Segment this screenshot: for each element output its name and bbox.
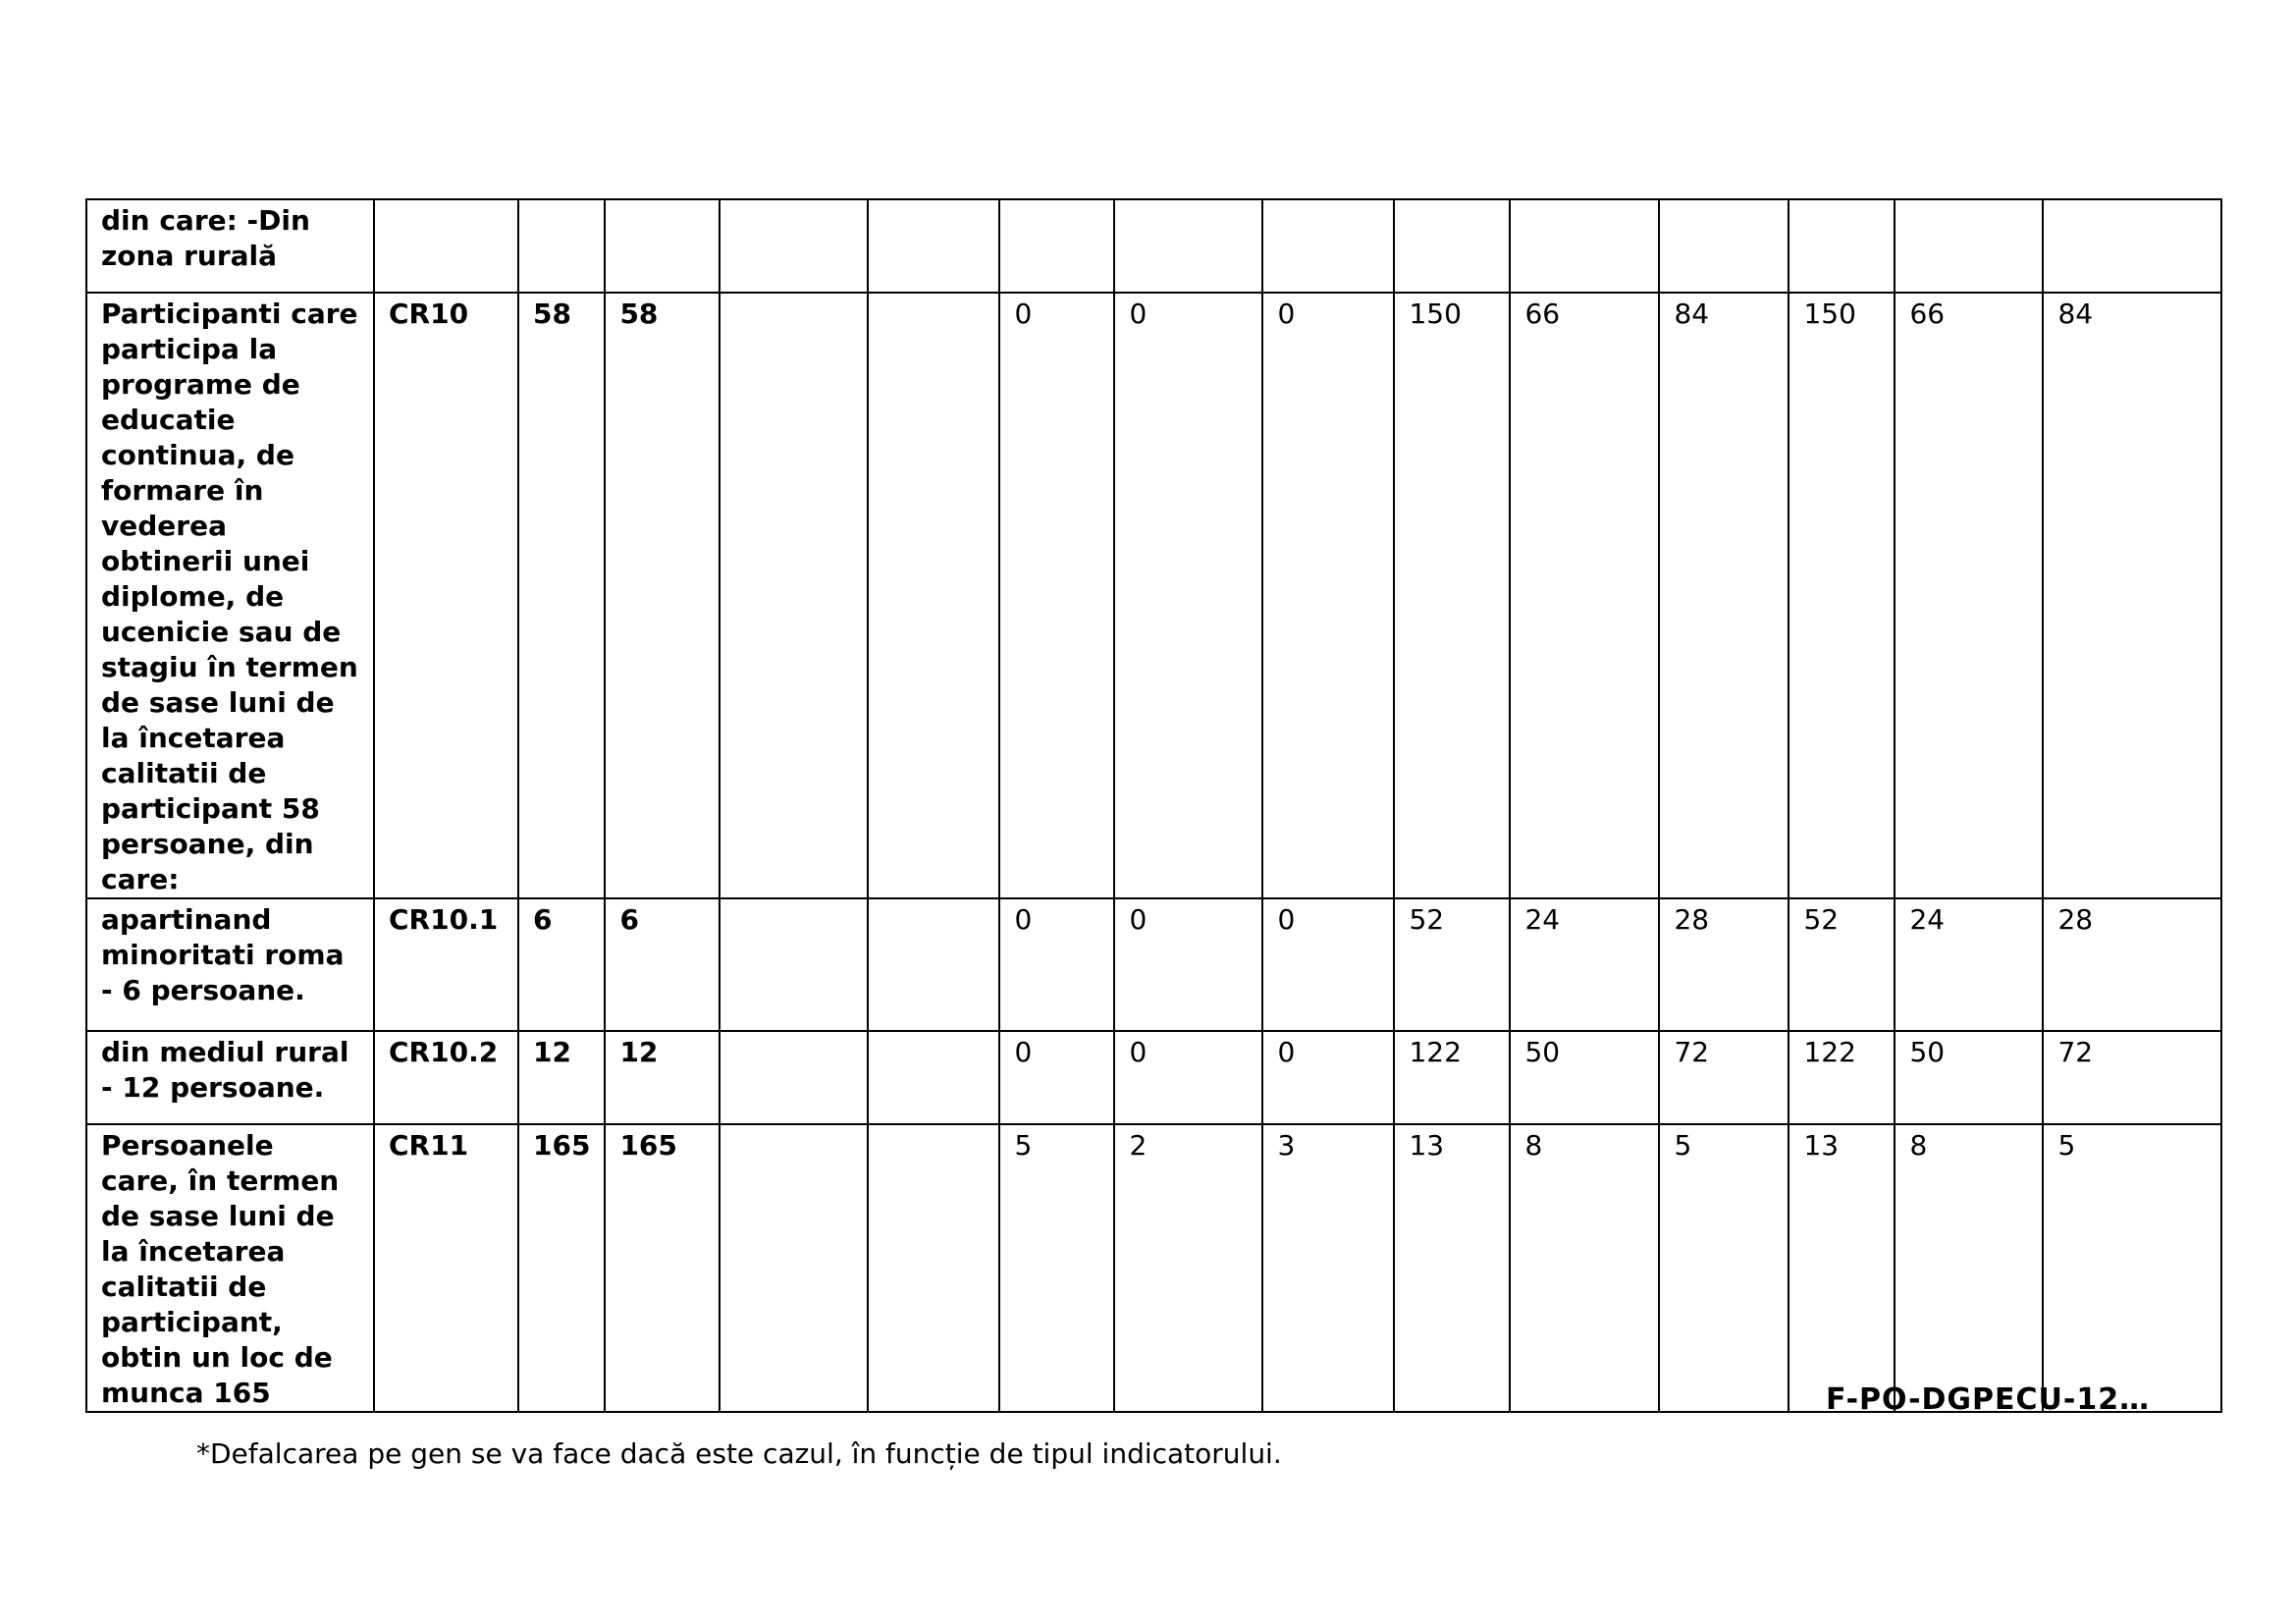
target-value (516, 198, 607, 294)
indicator-label: din care: -Din zona rurală (85, 198, 375, 294)
achieved-value: 12 (604, 1030, 721, 1125)
value-cell (719, 198, 870, 294)
value-cell (867, 198, 1001, 294)
value-cell: 5 (1658, 1123, 1790, 1413)
table-row: Persoanele care, în termen de sase luni … (85, 1123, 2223, 1413)
value-cell: 3 (1261, 1123, 1396, 1413)
footnote: *Defalcarea pe gen se va face dacă este … (196, 1437, 1282, 1470)
value-cell: 0 (1261, 1030, 1396, 1125)
indicator-label: apartinand minoritati roma - 6 persoane. (85, 897, 375, 1032)
value-cell: 122 (1393, 1030, 1512, 1125)
value-cell: 84 (1658, 292, 1790, 899)
indicator-label: din mediul rural - 12 persoane. (85, 1030, 375, 1125)
value-cell: 52 (1393, 897, 1512, 1032)
indicator-code (373, 198, 519, 294)
value-cell: 0 (998, 897, 1116, 1032)
value-cell: 0 (1261, 897, 1396, 1032)
value-cell: 5 (2042, 1123, 2223, 1413)
value-cell (1658, 198, 1790, 294)
value-cell: 24 (1894, 897, 2045, 1032)
value-cell: 66 (1509, 292, 1661, 899)
value-cell: 72 (2042, 1030, 2223, 1125)
achieved-value: 58 (604, 292, 721, 899)
value-cell (719, 292, 870, 899)
indicator-code: CR11 (373, 1123, 519, 1413)
value-cell: 0 (1113, 897, 1264, 1032)
value-cell: 0 (1113, 292, 1264, 899)
indicator-code: CR10.1 (373, 897, 519, 1032)
achieved-value: 6 (604, 897, 721, 1032)
value-cell: 0 (998, 1030, 1116, 1125)
value-cell (867, 1030, 1001, 1125)
value-cell (1788, 198, 1896, 294)
value-cell: 72 (1658, 1030, 1790, 1125)
value-cell: 13 (1788, 1123, 1896, 1413)
table-row: Participanti care participa la programe … (85, 292, 2223, 899)
indicator-label: Persoanele care, în termen de sase luni … (85, 1123, 375, 1413)
value-cell: 28 (2042, 897, 2223, 1032)
value-cell: 5 (998, 1123, 1116, 1413)
table-row: din care: -Din zona rurală (85, 198, 2223, 294)
value-cell: 52 (1788, 897, 1896, 1032)
value-cell: 84 (2042, 292, 2223, 899)
value-cell (2042, 198, 2223, 294)
indicator-label: Participanti care participa la programe … (85, 292, 375, 899)
value-cell: 50 (1894, 1030, 2045, 1125)
form-code: F-PO-DGPECU-12… (1826, 1382, 2151, 1417)
value-cell (719, 1123, 870, 1413)
value-cell: 8 (1509, 1123, 1661, 1413)
value-cell (1894, 198, 2045, 294)
indicators-table: din care: -Din zona rurală Participanti c… (85, 198, 2223, 1413)
value-cell (867, 897, 1001, 1032)
value-cell (1509, 198, 1661, 294)
value-cell (998, 198, 1116, 294)
value-cell (1261, 198, 1396, 294)
target-value: 58 (516, 292, 607, 899)
achieved-value: 165 (604, 1123, 721, 1413)
value-cell: 8 (1894, 1123, 2045, 1413)
value-cell (1393, 198, 1512, 294)
target-value: 165 (516, 1123, 607, 1413)
value-cell: 24 (1509, 897, 1661, 1032)
table-row: apartinand minoritati roma - 6 persoane.… (85, 897, 2223, 1032)
value-cell: 0 (998, 292, 1116, 899)
value-cell: 50 (1509, 1030, 1661, 1125)
value-cell: 122 (1788, 1030, 1896, 1125)
target-value: 6 (516, 897, 607, 1032)
table-row: din mediul rural - 12 persoane. CR10.2 12 1… (85, 1030, 2223, 1125)
value-cell (719, 897, 870, 1032)
value-cell: 0 (1261, 292, 1396, 899)
achieved-value (604, 198, 721, 294)
value-cell: 66 (1894, 292, 2045, 899)
value-cell (867, 1123, 1001, 1413)
value-cell: 13 (1393, 1123, 1512, 1413)
value-cell: 2 (1113, 1123, 1264, 1413)
indicator-code: CR10.2 (373, 1030, 519, 1125)
value-cell (867, 292, 1001, 899)
value-cell: 28 (1658, 897, 1790, 1032)
value-cell (1113, 198, 1264, 294)
indicator-code: CR10 (373, 292, 519, 899)
target-value: 12 (516, 1030, 607, 1125)
value-cell (719, 1030, 870, 1125)
value-cell: 0 (1113, 1030, 1264, 1125)
value-cell: 150 (1788, 292, 1896, 899)
value-cell: 150 (1393, 292, 1512, 899)
